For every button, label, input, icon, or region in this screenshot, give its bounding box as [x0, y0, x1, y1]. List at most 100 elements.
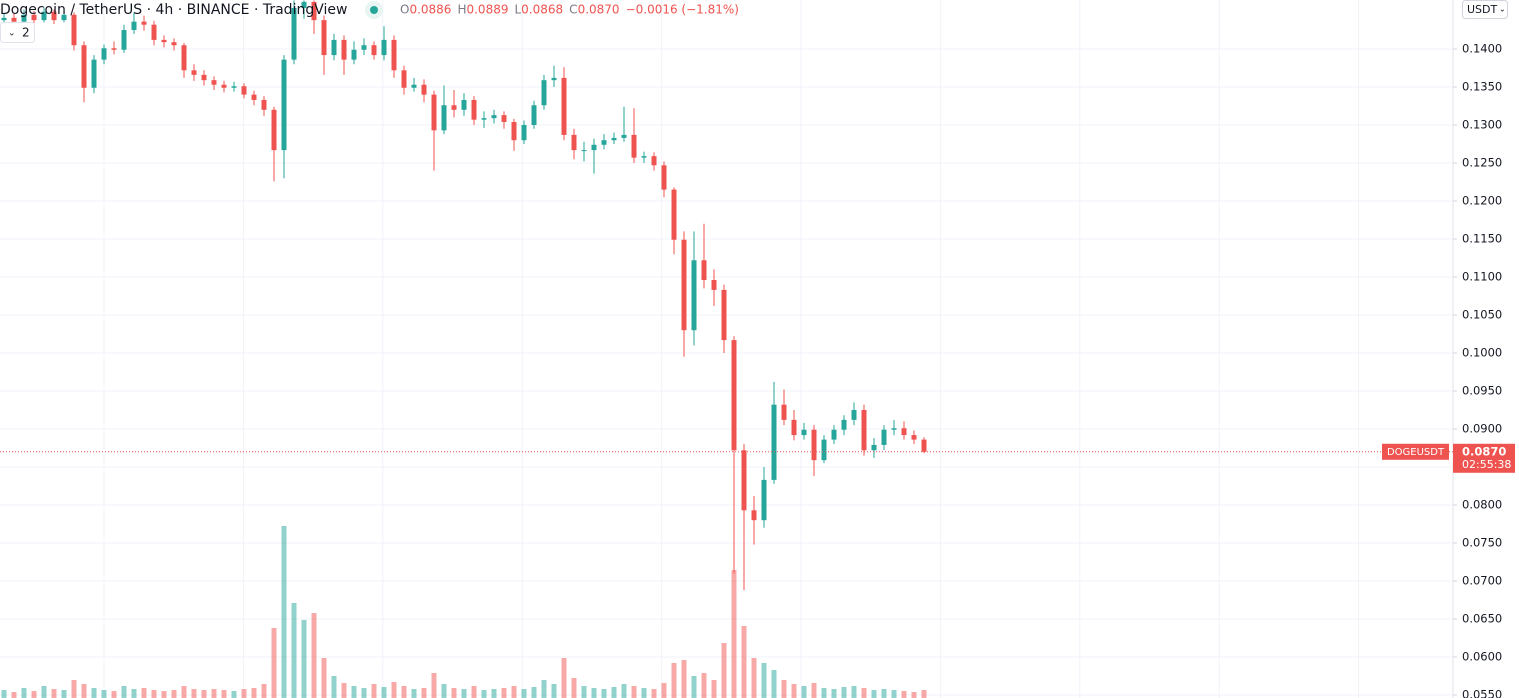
candle-body	[891, 428, 897, 430]
candle-body	[161, 39, 167, 43]
volume-bar	[701, 673, 707, 698]
volume-bar	[621, 684, 627, 698]
ohlc-change: −0.0016 (−1.81%)	[626, 3, 739, 17]
candle-body	[271, 109, 277, 151]
y-tick-label: 0.1100	[1462, 269, 1502, 283]
candle-body	[531, 105, 537, 126]
volume-bar	[11, 692, 17, 698]
volume-bar	[131, 689, 137, 698]
candle-body	[521, 125, 527, 141]
volume-bar	[761, 663, 767, 698]
volume-bar	[291, 603, 297, 698]
candle-body	[401, 70, 407, 88]
volume-bar	[81, 684, 87, 698]
candle-body	[281, 59, 287, 151]
candle-body	[741, 450, 747, 511]
volume-bar	[651, 689, 657, 698]
candle-body	[181, 45, 187, 71]
symbol-title: Dogecoin / TetherUS · 4h · BINANCE · Tra…	[0, 2, 347, 18]
candle-body	[721, 289, 727, 341]
candle-body	[151, 24, 157, 40]
volume-bar	[361, 688, 367, 698]
volume-bar	[891, 690, 897, 698]
currency-label: USDT	[1467, 3, 1498, 16]
candle-body	[641, 156, 647, 158]
volume-bar	[641, 688, 647, 698]
volume-bar	[551, 684, 557, 698]
ohlc-key: O	[400, 3, 409, 17]
candle-body	[121, 30, 127, 50]
candle-body	[391, 39, 397, 71]
candle-body	[41, 11, 47, 21]
candle-body	[81, 45, 87, 88]
y-tick-label: 0.0650	[1462, 611, 1502, 625]
price-tag: 0.0870	[1462, 444, 1506, 458]
candle-body	[301, 1, 307, 8]
ohlc-value: 0.0889	[466, 3, 508, 17]
candle-body	[61, 14, 67, 21]
volume-bar	[51, 689, 57, 698]
volume-bar	[741, 626, 747, 698]
candle-body	[351, 49, 357, 60]
volume-bar	[581, 686, 587, 698]
volume-bar	[341, 683, 347, 698]
volume-bar	[541, 680, 547, 698]
volume-bar	[771, 670, 777, 698]
volume-bar	[21, 688, 27, 698]
volume-bar	[231, 691, 237, 698]
volume-bar	[171, 690, 177, 698]
candle-body	[781, 404, 787, 420]
candle-body	[841, 419, 847, 430]
candle-body	[451, 105, 457, 110]
volume-bar	[191, 689, 197, 698]
volume-bar	[731, 570, 737, 698]
volume-bar	[611, 687, 617, 698]
volume-bar	[201, 690, 207, 698]
candle-body	[751, 510, 757, 521]
volume-bar	[381, 687, 387, 698]
volume-bar	[71, 680, 77, 698]
volume-bar	[491, 689, 497, 698]
volume-bar	[711, 680, 717, 698]
volume-bar	[441, 684, 447, 698]
volume-bar	[801, 686, 807, 698]
volume-bar	[901, 691, 907, 698]
y-tick-label: 0.0600	[1462, 649, 1502, 663]
indicator-toggle[interactable]	[0, 22, 35, 43]
candle-body	[851, 409, 857, 420]
candle-body	[341, 39, 347, 60]
candle-body	[51, 11, 57, 21]
candle-body	[111, 48, 117, 50]
candle-body	[461, 99, 467, 110]
volume-bar	[831, 689, 837, 698]
y-tick-label: 0.1050	[1462, 307, 1502, 321]
countdown: 02:55:38	[1462, 458, 1511, 471]
volume-bar	[61, 690, 67, 698]
candle-body	[411, 84, 417, 88]
volume-bar	[321, 658, 327, 698]
volume-bar	[751, 658, 757, 698]
volume-bar	[121, 686, 127, 698]
volume-bar	[481, 690, 487, 698]
candle-body	[381, 39, 387, 56]
candle-body	[701, 260, 707, 281]
candle-body	[921, 439, 927, 452]
y-tick-label: 0.0550	[1462, 687, 1502, 698]
y-tick-label: 0.1200	[1462, 194, 1502, 208]
candle-body	[861, 409, 867, 451]
candle-body	[821, 439, 827, 461]
candle-body	[481, 118, 487, 120]
y-tick-label: 0.0750	[1462, 535, 1502, 549]
candle-body	[321, 20, 327, 56]
y-tick-label: 0.0900	[1462, 421, 1502, 435]
price-tag-bg	[1453, 443, 1515, 473]
candle-body	[761, 479, 767, 521]
candle-body	[141, 21, 147, 25]
volume-bar	[31, 691, 37, 698]
volume-bar	[631, 686, 637, 698]
candle-body	[541, 80, 547, 106]
currency-button[interactable]	[1462, 0, 1508, 19]
volume-bar	[281, 526, 287, 698]
volume-bar	[181, 686, 187, 698]
